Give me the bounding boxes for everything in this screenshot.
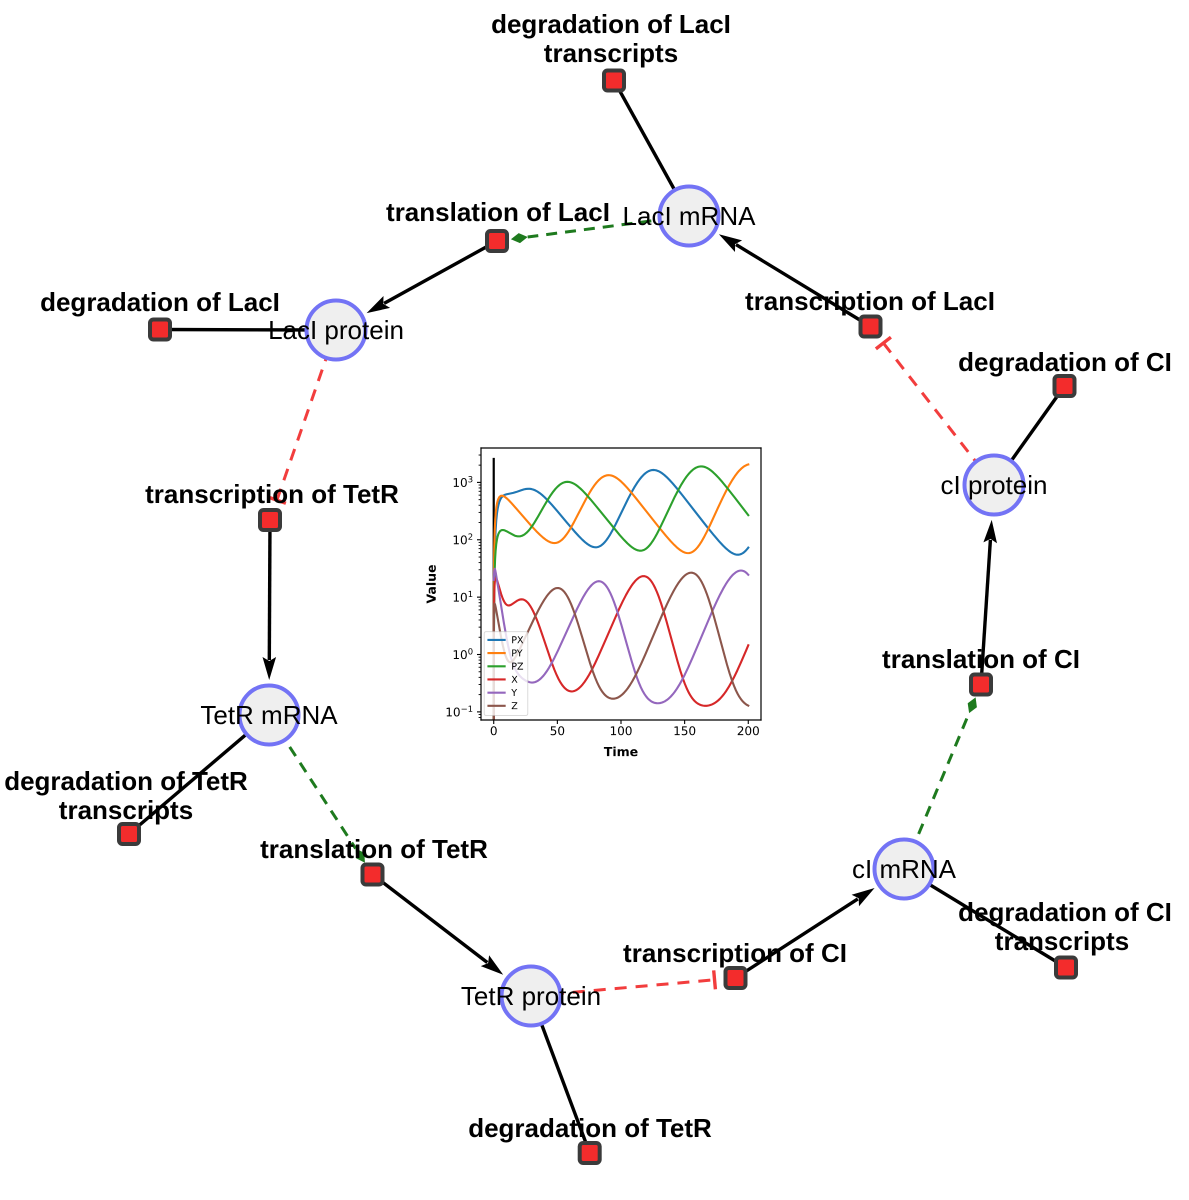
svg-text:degradation of CI: degradation of CI	[958, 897, 1172, 927]
svg-text:transcription of TetR: transcription of TetR	[145, 479, 399, 509]
svg-text:TetR mRNA: TetR mRNA	[200, 700, 338, 730]
svg-text:transcripts: transcripts	[59, 795, 193, 825]
svg-text:cI mRNA: cI mRNA	[852, 854, 957, 884]
svg-text:transcription of CI: transcription of CI	[623, 938, 847, 968]
svg-text:degradation of LacI: degradation of LacI	[491, 9, 731, 39]
svg-text:cI protein: cI protein	[941, 470, 1048, 500]
svg-text:translation of CI: translation of CI	[882, 644, 1080, 674]
svg-text:transcripts: transcripts	[544, 38, 678, 68]
svg-text:LacI mRNA: LacI mRNA	[623, 201, 757, 231]
svg-text:translation of LacI: translation of LacI	[386, 197, 610, 227]
svg-text:degradation of LacI: degradation of LacI	[40, 287, 280, 317]
svg-text:degradation of TetR: degradation of TetR	[4, 766, 248, 796]
svg-text:transcription of LacI: transcription of LacI	[745, 286, 995, 316]
svg-text:translation of TetR: translation of TetR	[260, 834, 488, 864]
svg-text:transcripts: transcripts	[995, 926, 1129, 956]
svg-text:TetR protein: TetR protein	[461, 981, 601, 1011]
svg-text:degradation of TetR: degradation of TetR	[468, 1113, 712, 1143]
svg-text:degradation of CI: degradation of CI	[958, 347, 1172, 377]
svg-text:LacI protein: LacI protein	[268, 315, 404, 345]
